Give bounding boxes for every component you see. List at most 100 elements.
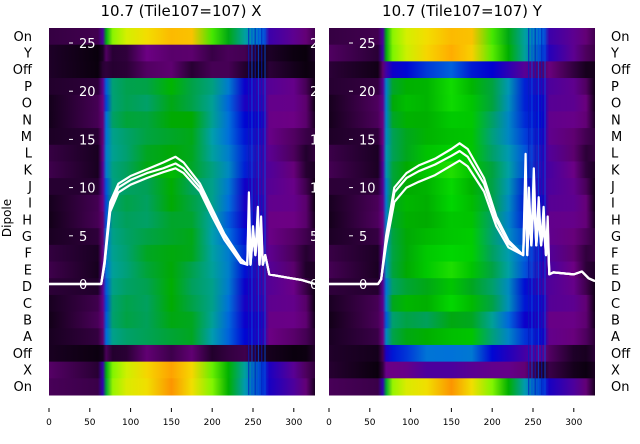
row-label: C [611,297,620,312]
row-label: On [611,30,629,45]
row-label: D [22,280,32,295]
row-label: F [611,247,618,262]
row-label: A [611,330,620,345]
row-label: N [611,113,621,128]
heatmap-row-x-21 [49,378,315,396]
row-label: F [25,247,32,262]
x-tick-label: 0 [326,418,332,428]
row-label: J [27,180,32,195]
row-label: I [28,197,32,212]
overlay-tick-label-secondary: 25 [310,37,327,52]
row-label: H [611,213,621,228]
row-label: Off [611,63,631,78]
heatmap-streak [541,28,543,395]
heatmap-row-y-16 [329,294,595,313]
overlay-tick-label-secondary: 0 [310,278,318,293]
heatmap-row-y-14 [329,261,595,279]
heatmap-row-y-2 [329,61,595,79]
heatmap-row-y-19 [329,344,595,363]
heatmap-row-y-20 [329,361,595,379]
overlay-trace-y-2 [329,159,596,286]
row-label: X [611,363,620,378]
overlay-tick-label: 5 [359,230,367,245]
heatmap-row-y-11 [329,211,595,229]
row-label: X [23,363,32,378]
overlay-tick-label: 10 [79,182,96,197]
overlay-tick-label: 25 [79,37,96,52]
heatmap-row-x-19 [49,344,315,363]
heatmap-row-x-20 [49,361,315,379]
row-label: O [611,97,621,112]
heatmap-row-x-12 [49,228,315,246]
overlay-tick-label-secondary: 20 [310,85,327,100]
heatmap-row-y-5 [329,111,595,129]
row-label: On [14,30,32,45]
overlay-tick-label: 0 [79,278,87,293]
heatmap-row-y-15 [329,278,595,296]
row-label: N [22,113,32,128]
x-tick-label: 0 [46,418,52,428]
row-label: Y [23,47,32,62]
overlay-tick-label-secondary: 5 [310,230,318,245]
row-label: K [23,163,32,178]
heatmap-row-y-21 [329,378,595,396]
row-label: On [14,380,32,395]
heatmap-row-y-10 [329,194,595,212]
row-label: C [23,297,32,312]
y-axis-label: Dipole [0,199,14,237]
x-tick-label: 300 [565,418,582,428]
chart-title-x: 10.7 (Tile107=107) X [100,2,261,20]
row-label: M [21,130,32,145]
row-label: L [25,147,33,162]
row-label: E [24,263,32,278]
overlay-tick-label: 20 [79,85,96,100]
row-label: K [611,163,620,178]
overlay-tick-label: 25 [359,37,376,52]
heatmap-row-x-5 [49,111,315,129]
row-label: G [22,230,32,245]
row-label: Off [13,347,33,362]
heatmap-row-y-8 [329,161,595,179]
heatmap-row-x-10 [49,194,315,212]
row-label: E [611,263,619,278]
x-tick-label: 100 [402,418,419,428]
heatmap-row-x-15 [49,278,315,296]
heatmap-streak [261,28,263,395]
heatmap-row-y-18 [329,328,595,346]
heatmap-row-x-13 [49,244,315,263]
x-tick-label: 200 [204,418,221,428]
x-tick-label: 250 [244,418,261,428]
overlay-tick-label: 20 [359,85,376,100]
overlay-tick-label: 15 [79,133,96,148]
x-tick-label: 50 [364,418,376,428]
row-label: G [611,230,621,245]
heatmap-row-x-17 [49,311,315,329]
overlay-tick-label-secondary: 15 [310,133,327,148]
heatmap-row-y-12 [329,228,595,246]
heatmap-row-x-2 [49,61,315,79]
x-tick-label: 300 [285,418,302,428]
heatmap-streak [251,28,253,395]
row-label: On [611,380,629,395]
row-label: M [611,130,622,145]
heatmap-streak [264,28,266,395]
row-label: B [23,313,32,328]
heatmap-row-x-8 [49,161,315,179]
x-tick-label: 50 [84,418,96,428]
heatmap-row-x-16 [49,294,315,313]
heatmap-row-x-11 [49,211,315,229]
heatmap-row-y-17 [329,311,595,329]
chart-title-y: 10.7 (Tile107=107) Y [382,2,543,20]
row-label: B [611,313,620,328]
row-label: Off [13,63,33,78]
heatmap-row-y-13 [329,244,595,263]
row-label: O [22,97,32,112]
row-label: D [611,280,621,295]
row-label: Y [610,47,619,62]
x-tick-label: 100 [122,418,139,428]
overlay-tick-label: 15 [359,133,376,148]
overlay-tick-label: 5 [79,230,87,245]
